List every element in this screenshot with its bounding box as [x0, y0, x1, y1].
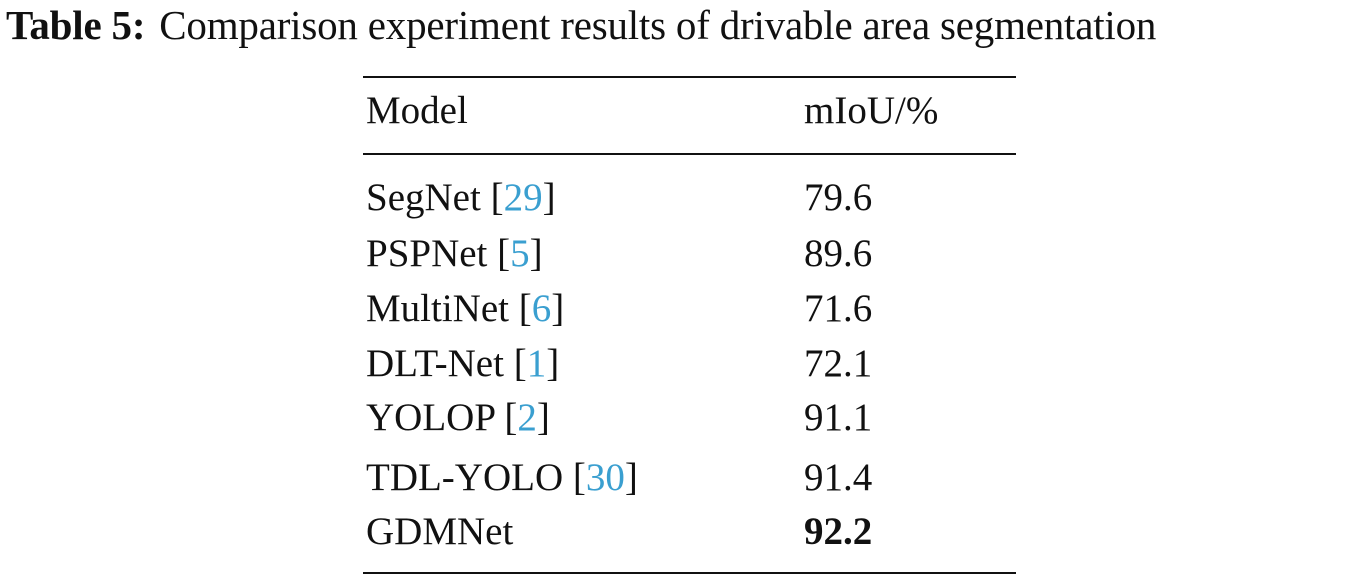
- model-name: GDMNet: [366, 510, 514, 553]
- model-name: MultiNet: [366, 287, 509, 330]
- table-cell-miou: 71.6: [804, 287, 873, 330]
- citation-link[interactable]: 2: [517, 396, 537, 439]
- table-caption-text: Comparison experiment results of drivabl…: [159, 2, 1157, 48]
- citation-link[interactable]: 5: [510, 232, 530, 275]
- table-cell-model: MultiNet [6]: [366, 286, 564, 332]
- table-cell-model: SegNet [29]: [366, 175, 556, 221]
- citation: [1]: [513, 342, 560, 385]
- table-cell-model: TDL-YOLO [30]: [366, 455, 638, 501]
- table-cell-model: GDMNet: [366, 509, 513, 555]
- citation: [29]: [490, 176, 556, 219]
- table-cell-model: YOLOP [2]: [366, 395, 550, 441]
- table-cell-miou: 89.6: [804, 232, 873, 275]
- model-name: SegNet: [366, 176, 481, 219]
- table-caption-label: Table 5:: [6, 2, 146, 48]
- column-header-model: Model: [366, 89, 468, 132]
- table-caption: Table 5: Comparison experiment results of…: [6, 0, 1371, 50]
- table-cell-model: PSPNet [5]: [366, 231, 543, 277]
- citation-link[interactable]: 6: [531, 287, 552, 330]
- table-cell-miou: 91.4: [804, 456, 873, 499]
- citation-link[interactable]: 1: [526, 342, 547, 385]
- citation: [30]: [572, 456, 638, 499]
- table-cell-miou: 72.1: [804, 342, 873, 385]
- table-bottom-rule: [363, 572, 1016, 574]
- citation: [2]: [504, 396, 550, 439]
- table-top-rule: [363, 76, 1016, 78]
- column-header-miou: mIoU/%: [804, 89, 939, 132]
- table-cell-miou-best: 92.2: [804, 510, 873, 553]
- model-name: PSPNet: [366, 232, 488, 275]
- table-header-rule: [363, 153, 1016, 155]
- model-name: YOLOP: [366, 396, 495, 439]
- model-name: TDL-YOLO: [366, 456, 564, 499]
- citation-link[interactable]: 30: [585, 456, 625, 499]
- citation: [5]: [497, 232, 543, 275]
- citation-link[interactable]: 29: [503, 176, 543, 219]
- citation: [6]: [518, 287, 565, 330]
- table-cell-miou: 79.6: [804, 176, 873, 219]
- model-name: DLT-Net: [366, 342, 504, 385]
- table-cell-model: DLT-Net [1]: [366, 341, 559, 387]
- table-cell-miou: 91.1: [804, 396, 873, 439]
